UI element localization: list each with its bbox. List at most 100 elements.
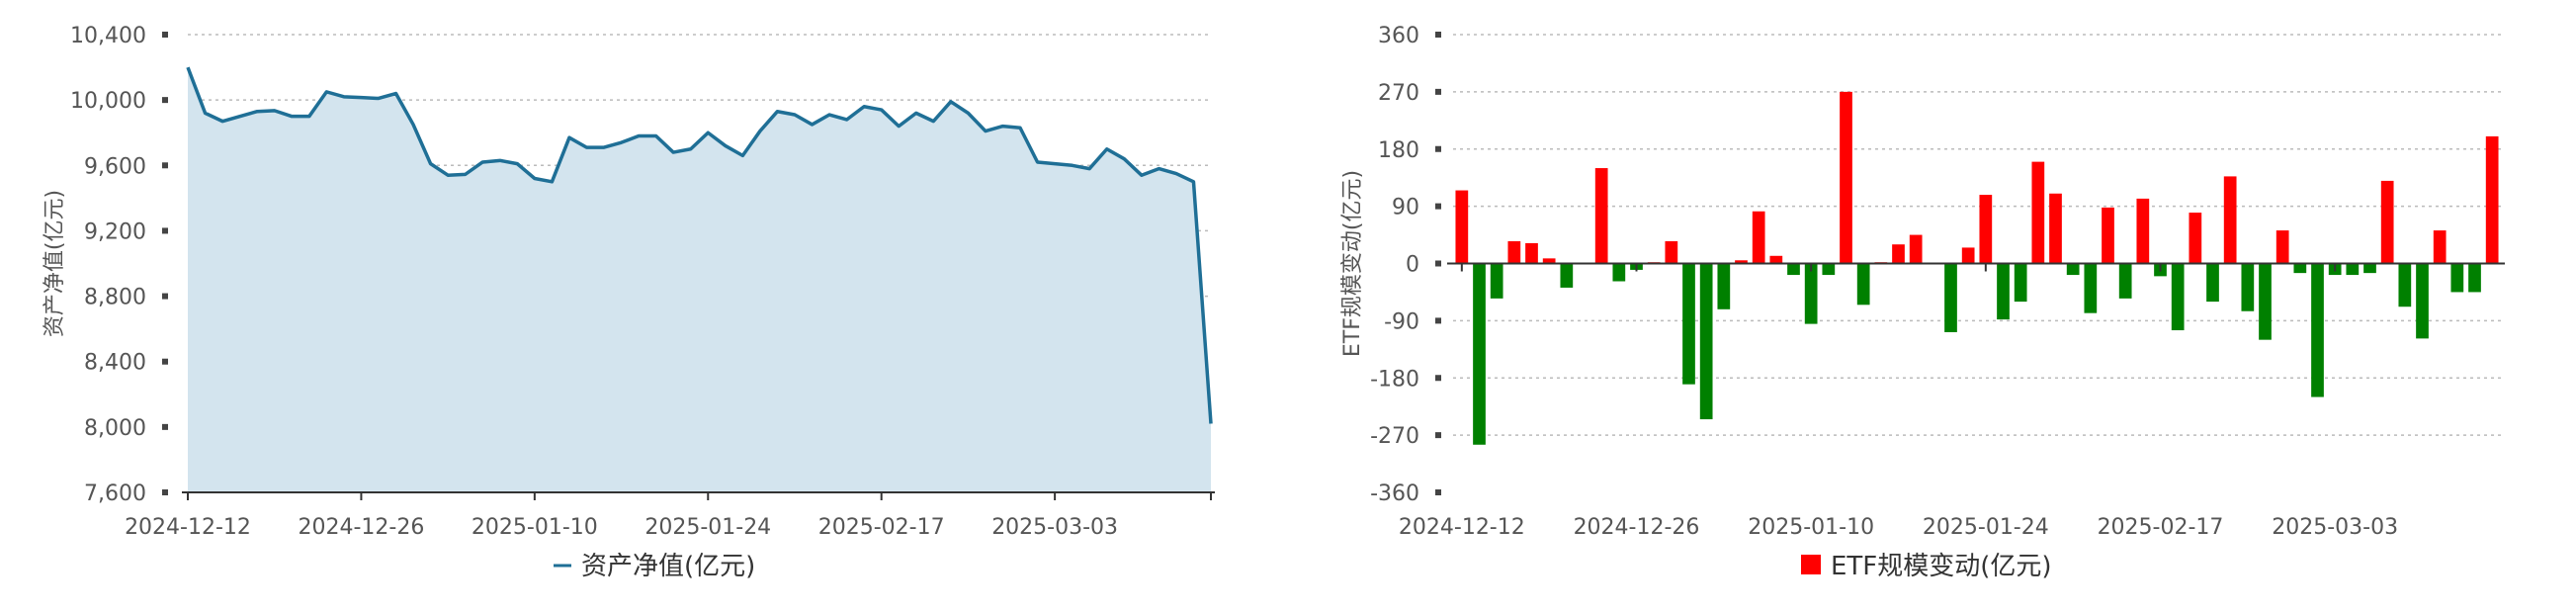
y-tick-label: 180	[1378, 138, 1419, 163]
x-tick-label: 2025-02-17	[2098, 515, 2224, 540]
bar	[1822, 263, 1836, 276]
y-tick-mark	[162, 162, 168, 169]
y-tick-labels: 7,600 8,000 8,400 8,800 9,200 9,600 10,000 10,4…	[70, 24, 168, 506]
y-tick-label: 8,000	[84, 416, 146, 441]
bar	[2102, 207, 2114, 264]
legend-label: 资产净值(亿元)	[581, 552, 755, 581]
bar	[1612, 263, 1626, 282]
bar	[2223, 176, 2237, 264]
y-tick-mark	[162, 227, 168, 234]
y-tick-label: 7,600	[84, 482, 146, 506]
bar	[2031, 161, 2045, 264]
bar	[1961, 247, 1975, 264]
y-tick-label: 10,000	[70, 89, 146, 114]
bar	[2468, 263, 2481, 293]
x-tick-label: 2025-03-03	[991, 515, 1118, 540]
bar	[1979, 195, 1993, 264]
y-tick-labels: -360 -270 -180 -90 0 90 180 270 360	[1370, 24, 1441, 506]
bar	[2275, 230, 2289, 264]
y-tick-mark	[162, 423, 168, 430]
y-axis-title: ETF规模变动(亿元)	[1340, 170, 1365, 357]
bar	[1665, 240, 1678, 264]
bar	[2450, 263, 2464, 293]
y-tick-mark	[1435, 32, 1441, 38]
bar	[2084, 263, 2098, 313]
x-tick-label: 2025-02-17	[818, 515, 945, 540]
bar	[1682, 263, 1695, 385]
bar	[1560, 263, 1574, 288]
bar	[2346, 263, 2360, 276]
bar	[2416, 263, 2429, 339]
bar	[2241, 263, 2255, 311]
y-tick-label: -270	[1370, 424, 1419, 449]
bar	[2049, 193, 2062, 264]
bar	[2363, 263, 2376, 274]
bar	[1455, 190, 1469, 264]
bar	[2066, 263, 2080, 276]
y-tick-label: 9,200	[84, 219, 146, 244]
y-tick-mark	[1435, 317, 1441, 324]
x-tick-label: 2025-01-24	[644, 515, 771, 540]
nav-area-chart: 7,600 8,000 8,400 8,800 9,200 9,600 10,000 10,4…	[43, 24, 1215, 581]
bar	[1717, 263, 1731, 309]
bar	[1892, 244, 1905, 264]
y-tick-label: 9,600	[84, 154, 146, 179]
bar	[1525, 242, 1538, 264]
y-tick-mark	[162, 32, 168, 38]
y-tick-mark	[1435, 489, 1441, 495]
bar	[1856, 263, 1870, 306]
y-tick-mark	[162, 358, 168, 365]
bar	[2398, 263, 2412, 307]
bar	[1594, 168, 1608, 264]
x-tick-labels: 2024-12-12 2024-12-26 2025-01-10 2025-01-24…	[1399, 263, 2398, 540]
legend-label: ETF规模变动(亿元)	[1831, 552, 2052, 581]
bar	[2293, 263, 2307, 274]
bar	[2014, 263, 2027, 303]
x-tick-label: 2025-01-24	[1923, 515, 2049, 540]
x-tick-label: 2025-03-03	[2272, 515, 2398, 540]
y-tick-mark	[162, 97, 168, 104]
y-tick-label: 10,400	[70, 24, 146, 48]
x-tick-label: 2024-12-12	[125, 515, 251, 540]
bar	[2189, 213, 2202, 264]
bar	[1490, 263, 1503, 299]
bar	[1997, 263, 2010, 320]
y-tick-mark	[1435, 260, 1441, 267]
bar	[1473, 263, 1486, 445]
x-tick-label: 2025-01-10	[472, 515, 598, 540]
bar	[2380, 180, 2394, 264]
bar	[1787, 263, 1800, 276]
y-tick-mark	[1435, 375, 1441, 382]
y-tick-mark	[162, 489, 168, 495]
y-tick-label: 0	[1406, 253, 1419, 278]
y-tick-label: 270	[1378, 81, 1419, 106]
y-tick-mark	[162, 293, 168, 300]
y-tick-mark	[1435, 88, 1441, 95]
y-tick-label: 8,400	[84, 351, 146, 376]
y-tick-label: -180	[1370, 367, 1419, 392]
area-fill	[186, 66, 1213, 493]
y-tick-label: 90	[1392, 196, 1419, 220]
bar	[1752, 211, 1765, 264]
y-tick-label: -360	[1370, 482, 1419, 506]
bar	[2118, 263, 2132, 299]
bars	[1455, 91, 2499, 445]
bar	[1507, 240, 1521, 264]
bar	[2311, 263, 2324, 397]
bar	[1769, 255, 1783, 264]
y-tick-label: 8,800	[84, 286, 146, 310]
bar	[1944, 263, 1957, 332]
bar	[2136, 198, 2150, 264]
grid-lines	[1453, 34, 2501, 436]
x-tick-label: 2024-12-26	[298, 515, 424, 540]
bar	[1840, 91, 1852, 264]
y-tick-label: 360	[1378, 24, 1419, 48]
bar	[1542, 258, 1556, 264]
bar	[2485, 135, 2499, 264]
y-tick-mark	[1435, 145, 1441, 152]
bar	[1804, 263, 1818, 324]
y-tick-label: -90	[1384, 309, 1419, 334]
bar	[1699, 263, 1713, 420]
